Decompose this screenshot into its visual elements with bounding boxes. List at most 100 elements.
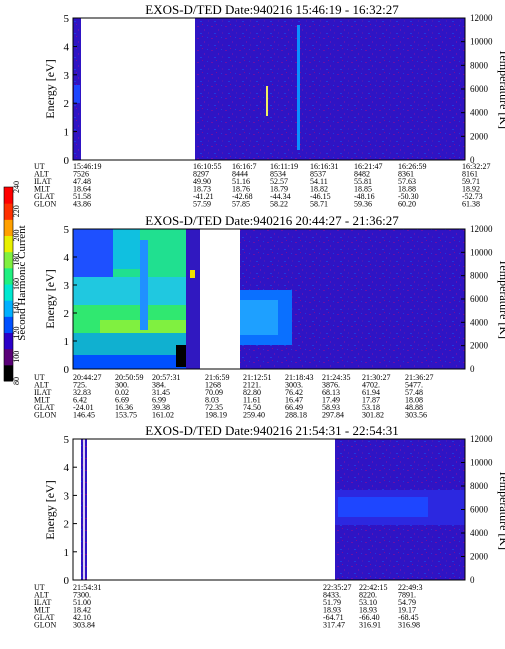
y2tick-label: 2000	[470, 131, 489, 141]
table-row-label: GLAT	[34, 192, 55, 201]
panel-3-y2ticks: 0 2000 4000 6000 8000 10000 12000	[461, 434, 493, 585]
table-cell: 68.13	[322, 388, 340, 397]
table-cell: 16:16:31	[310, 162, 338, 171]
table-cell: 22:35:27	[323, 583, 351, 592]
ytick-label: 0	[64, 364, 70, 376]
table-row-label: GLAT	[34, 403, 55, 412]
colorbar-swatch	[4, 284, 13, 301]
panel-3-y2label: Temperature [K]	[497, 470, 505, 550]
table-row-label: ILAT	[34, 598, 51, 607]
table-cell: 18.79	[270, 185, 288, 194]
table-row-label: ILAT	[34, 177, 51, 186]
table-row-label: ALT	[34, 591, 49, 600]
y2tick-label: 10000	[470, 247, 493, 257]
colorbar-tick-label: 80	[12, 377, 21, 385]
table-cell: 57.48	[405, 388, 423, 397]
table-cell: 2121.	[243, 381, 261, 390]
panel-3-orbit-table: UTALTILATMLTGLATGLON21:54:317300.51.0018…	[34, 583, 422, 630]
table-row-label: MLT	[34, 606, 50, 615]
table-cell: 5477.	[405, 381, 423, 390]
colorbar-swatch	[4, 235, 13, 253]
ytick-label: 2	[64, 308, 70, 320]
panel-3-yticks: 0 1 2 3 4 5	[64, 434, 77, 587]
table-cell: 8161	[462, 170, 478, 179]
panel-2: EXOS-D/TED Date:940216 20:44:27 - 21:36:…	[34, 213, 505, 420]
table-cell: 317.47	[323, 621, 345, 630]
table-cell: 61.38	[462, 200, 480, 209]
y2tick-label: 8000	[470, 271, 489, 281]
ytick-label: 3	[64, 490, 70, 502]
table-cell: 52.57	[270, 177, 288, 186]
table-cell: 55.81	[354, 177, 372, 186]
panel-2-left-edge-dark	[186, 229, 200, 369]
table-cell: 20:44:27	[73, 373, 101, 382]
table-cell: 32.83	[73, 388, 91, 397]
table-cell: 18.93	[359, 606, 377, 615]
table-cell: 8.03	[205, 396, 219, 405]
table-cell: 288.18	[285, 411, 307, 420]
table-cell: 316.91	[359, 621, 381, 630]
y2tick-label: 4000	[470, 528, 489, 538]
table-cell: 16:16:7	[232, 162, 256, 171]
table-cell: 8534	[270, 170, 286, 179]
table-cell: 39.38	[152, 403, 170, 412]
panel-1-orbit-table: UTALTILATMLTGLATGLON15:46:19752647.4818.…	[34, 162, 490, 209]
colorbar-swatch	[4, 219, 13, 236]
colorbar-swatch	[4, 203, 13, 220]
table-cell: 725.	[73, 381, 87, 390]
y2tick-label: 6000	[470, 84, 489, 94]
colorbar-tick-label: 220	[12, 205, 21, 217]
colorbar-tick-label: 180	[12, 254, 21, 266]
table-cell: 6.69	[115, 396, 129, 405]
colorbar-swatch	[4, 267, 13, 285]
y2tick-label: 12000	[470, 224, 493, 234]
table-cell: 76.42	[285, 388, 303, 397]
colorbar-label: Second Harmonic Current	[16, 225, 28, 340]
panel-2-left-vertical-blue	[140, 240, 148, 330]
table-cell: -52.73	[462, 192, 483, 201]
table-row-label: MLT	[34, 396, 50, 405]
table-cell: 146.45	[73, 411, 95, 420]
table-cell: 18.64	[73, 185, 91, 194]
table-cell: 8444	[232, 170, 248, 179]
y2tick-label: 6000	[470, 294, 489, 304]
table-cell: 51.79	[323, 598, 341, 607]
table-cell: 8297	[193, 170, 209, 179]
table-cell: 70.09	[205, 388, 223, 397]
table-cell: 8482	[354, 170, 370, 179]
table-cell: 48.88	[405, 403, 423, 412]
table-cell: 58.22	[270, 200, 288, 209]
table-cell: 51.16	[232, 177, 250, 186]
table-cell: 7891.	[398, 591, 416, 600]
colorbar-swatch	[4, 364, 13, 382]
table-cell: 1268	[205, 381, 221, 390]
table-cell: 161.02	[152, 411, 174, 420]
panel-1-data-block-left-bright	[74, 85, 80, 103]
panel-1-yellow-streak	[266, 86, 268, 116]
y2tick-label: 0	[470, 364, 475, 374]
colorbar: 80 100 120 140 160 180 200 220 240 Second Harmon…	[3, 181, 28, 385]
colorbar-swatch	[4, 251, 13, 269]
ytick-label: 4	[64, 41, 70, 53]
panel-2-left-yellow-spot	[190, 270, 195, 278]
table-cell: 72.35	[205, 403, 223, 412]
table-cell: 16.47	[285, 396, 303, 405]
colorbar-swatch	[4, 348, 13, 366]
table-cell: 18.93	[323, 606, 341, 615]
panel-2-left-band-cyan	[73, 277, 200, 305]
panel-1-gap	[81, 18, 195, 160]
table-cell: 82.80	[243, 388, 261, 397]
table-cell: 3876.	[322, 381, 340, 390]
table-cell: 21:36:27	[405, 373, 433, 382]
table-cell: 21:6:59	[205, 373, 229, 382]
colorbar-tick-label: 200	[12, 230, 21, 242]
table-cell: 21:24:35	[322, 373, 350, 382]
panel-3-plot-area	[72, 438, 466, 581]
table-cell: 4702.	[362, 381, 380, 390]
table-cell: 54.11	[310, 177, 328, 186]
y2tick-label: 8000	[470, 481, 489, 491]
table-row-label: GLAT	[34, 613, 55, 622]
ytick-label: 1	[64, 127, 70, 139]
table-cell: 16:11:19	[270, 162, 298, 171]
colorbar-tick-label: 120	[12, 327, 21, 339]
